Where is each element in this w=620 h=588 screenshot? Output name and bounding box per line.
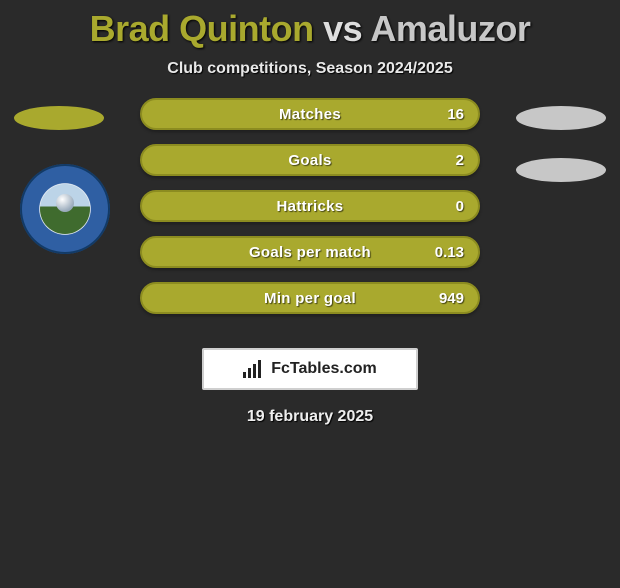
stat-row-matches: Matches 16 bbox=[140, 98, 480, 130]
club-crest bbox=[20, 164, 110, 254]
stat-label: Hattricks bbox=[277, 198, 344, 215]
stat-row-mpg: Min per goal 949 bbox=[140, 282, 480, 314]
stat-label: Goals bbox=[288, 152, 331, 169]
player1-marker-ellipse bbox=[14, 106, 104, 130]
stat-value: 0.13 bbox=[435, 244, 464, 261]
stat-label: Goals per match bbox=[249, 244, 371, 261]
crest-ball-icon bbox=[56, 194, 74, 212]
subtitle: Club competitions, Season 2024/2025 bbox=[0, 60, 620, 78]
stat-value: 0 bbox=[456, 198, 464, 215]
vs-separator: vs bbox=[323, 8, 362, 49]
stat-bars: Matches 16 Goals 2 Hattricks 0 Goals per… bbox=[140, 98, 480, 328]
source-site-text: FcTables.com bbox=[271, 360, 377, 378]
stat-label: Min per goal bbox=[264, 290, 356, 307]
stat-label: Matches bbox=[279, 106, 341, 123]
stats-arena: Matches 16 Goals 2 Hattricks 0 Goals per… bbox=[0, 106, 620, 336]
player2-marker-ellipse-2 bbox=[516, 158, 606, 182]
player1-name: Brad Quinton bbox=[90, 8, 314, 49]
comparison-title: Brad Quinton vs Amaluzor bbox=[0, 8, 620, 50]
crest-inner bbox=[40, 184, 90, 234]
crest-outer-ring bbox=[20, 164, 110, 254]
source-badge: FcTables.com bbox=[202, 348, 418, 390]
stat-row-hattricks: Hattricks 0 bbox=[140, 190, 480, 222]
stat-value: 16 bbox=[447, 106, 464, 123]
stat-row-gpm: Goals per match 0.13 bbox=[140, 236, 480, 268]
stat-value: 949 bbox=[439, 290, 464, 307]
stat-value: 2 bbox=[456, 152, 464, 169]
stat-row-goals: Goals 2 bbox=[140, 144, 480, 176]
footer-date: 19 february 2025 bbox=[0, 408, 620, 426]
player2-name: Amaluzor bbox=[370, 8, 530, 49]
player2-marker-ellipse bbox=[516, 106, 606, 130]
bar-chart-icon bbox=[243, 360, 265, 378]
